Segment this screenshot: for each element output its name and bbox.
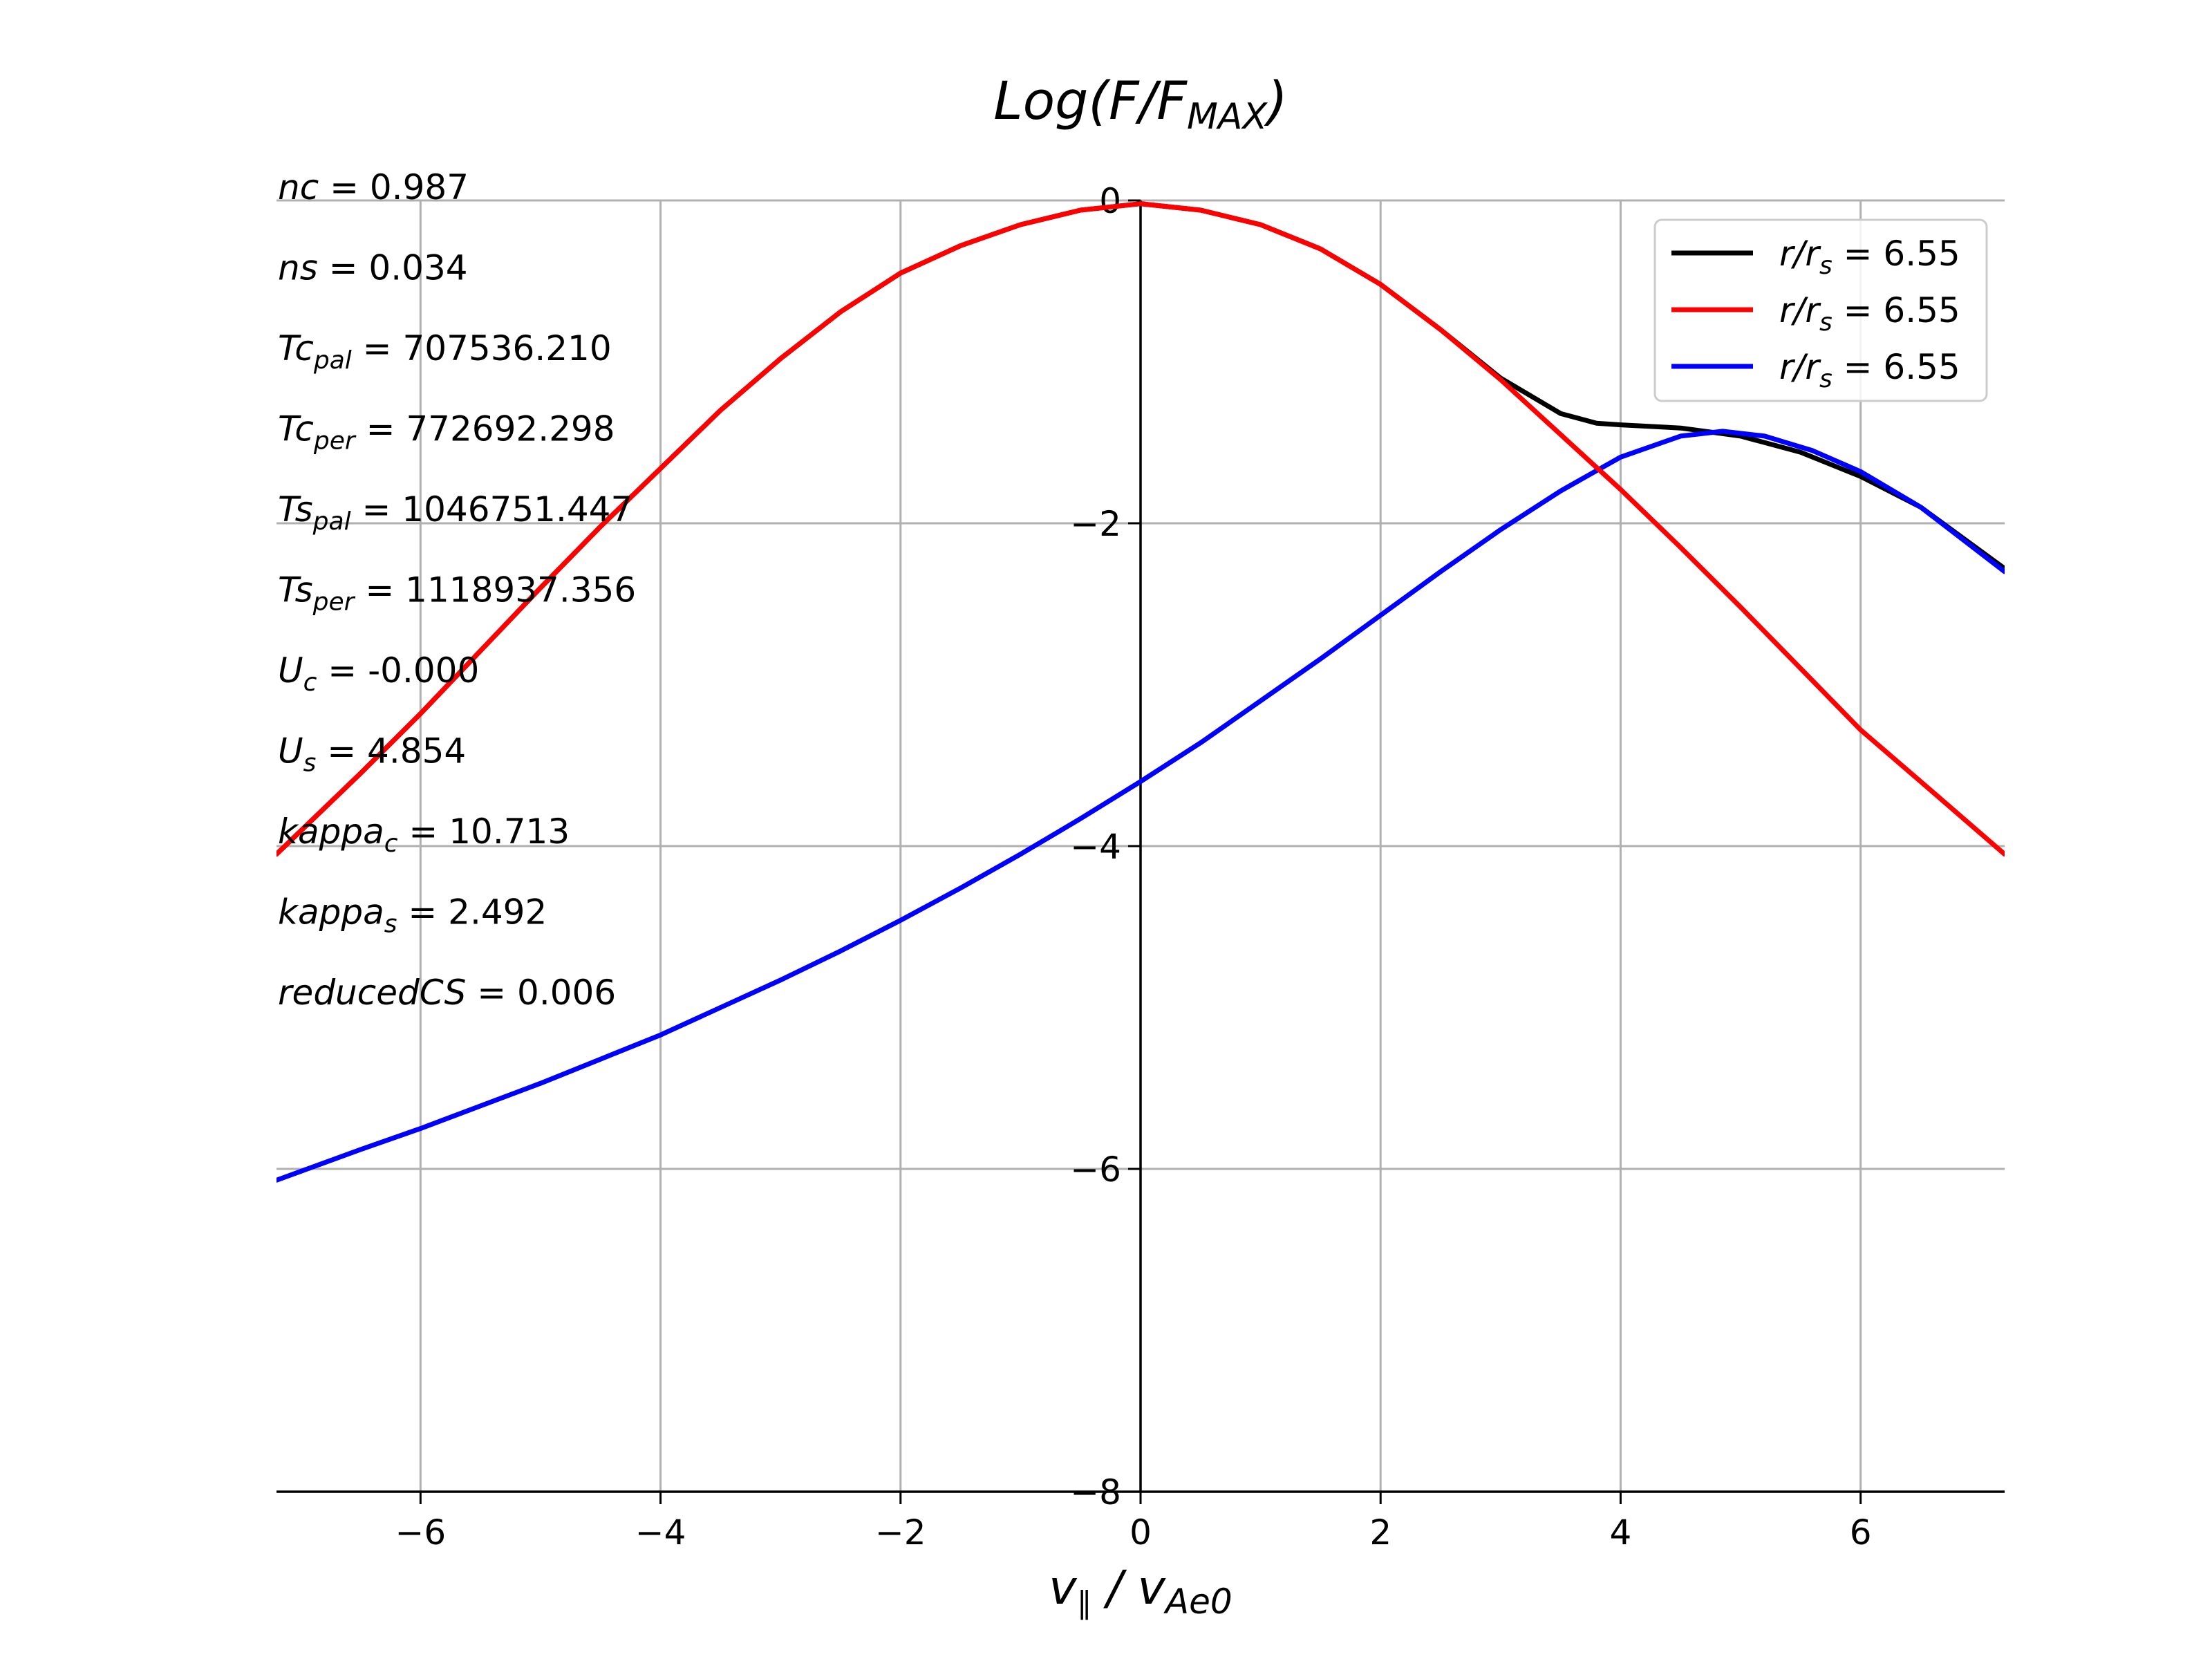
parameter-6: Tsper = 1118937.356 [278,570,636,617]
parameter-8: Us = 4.854 [278,731,466,778]
legend-box [1653,218,1988,402]
x-axis-title: v∥ / vAe0 [1049,1561,1232,1622]
series-line-3 [276,429,2005,1183]
y-tick-label: −6 [1070,1150,1121,1190]
legend-label-2: r/rs = 6.55 [1779,290,1960,337]
x-tick-label: 4 [1610,1512,1632,1553]
parameter-9: kappac = 10.713 [278,812,570,858]
y-tick-label: 0 [1099,181,1121,221]
y-axis-ticks: 0 −2 −4 −6 −8 [1070,181,1141,1512]
x-axis-ticks: −6 −4 −2 0 2 4 6 [395,1492,1872,1553]
x-tick-label: −6 [395,1512,446,1553]
chart-title: Log(F/FMAX) [993,70,1288,138]
legend-label-3: r/rs = 6.55 [1779,347,1960,393]
parameter-7: Uc = -0.000 [278,650,479,697]
legend: r/rs = 6.55 r/rs = 6.55 r/rs = 6.55 [1653,218,1988,402]
x-tick-label: −4 [635,1512,686,1553]
y-tick-label: −2 [1070,504,1121,544]
y-tick-label: −4 [1070,827,1121,867]
y-tick-label: −8 [1070,1472,1121,1512]
parameter-2: ns = 0.034 [278,248,468,288]
x-tick-label: 6 [1850,1512,1872,1553]
x-tick-label: 0 [1130,1512,1152,1553]
parameter-3: Tcpal = 707536.210 [278,328,612,375]
x-tick-label: −2 [875,1512,926,1553]
series-layer [276,201,2005,1183]
parameter-10: kappas = 2.492 [278,892,547,939]
parameter-annotations: nc = 0.987 ns = 0.034 Tcpal = 707536.210 Tc… [278,167,636,1013]
parameter-4: Tcper = 772692.298 [278,409,615,456]
x-tick-label: 2 [1369,1512,1391,1553]
parameter-5: Tspal = 1046751.447 [278,489,632,536]
parameter-11: reducedCS = 0.006 [278,973,616,1013]
series-line-2 [276,201,2005,857]
legend-label-1: r/rs = 6.55 [1779,234,1960,280]
parameter-1: nc = 0.987 [278,167,469,207]
